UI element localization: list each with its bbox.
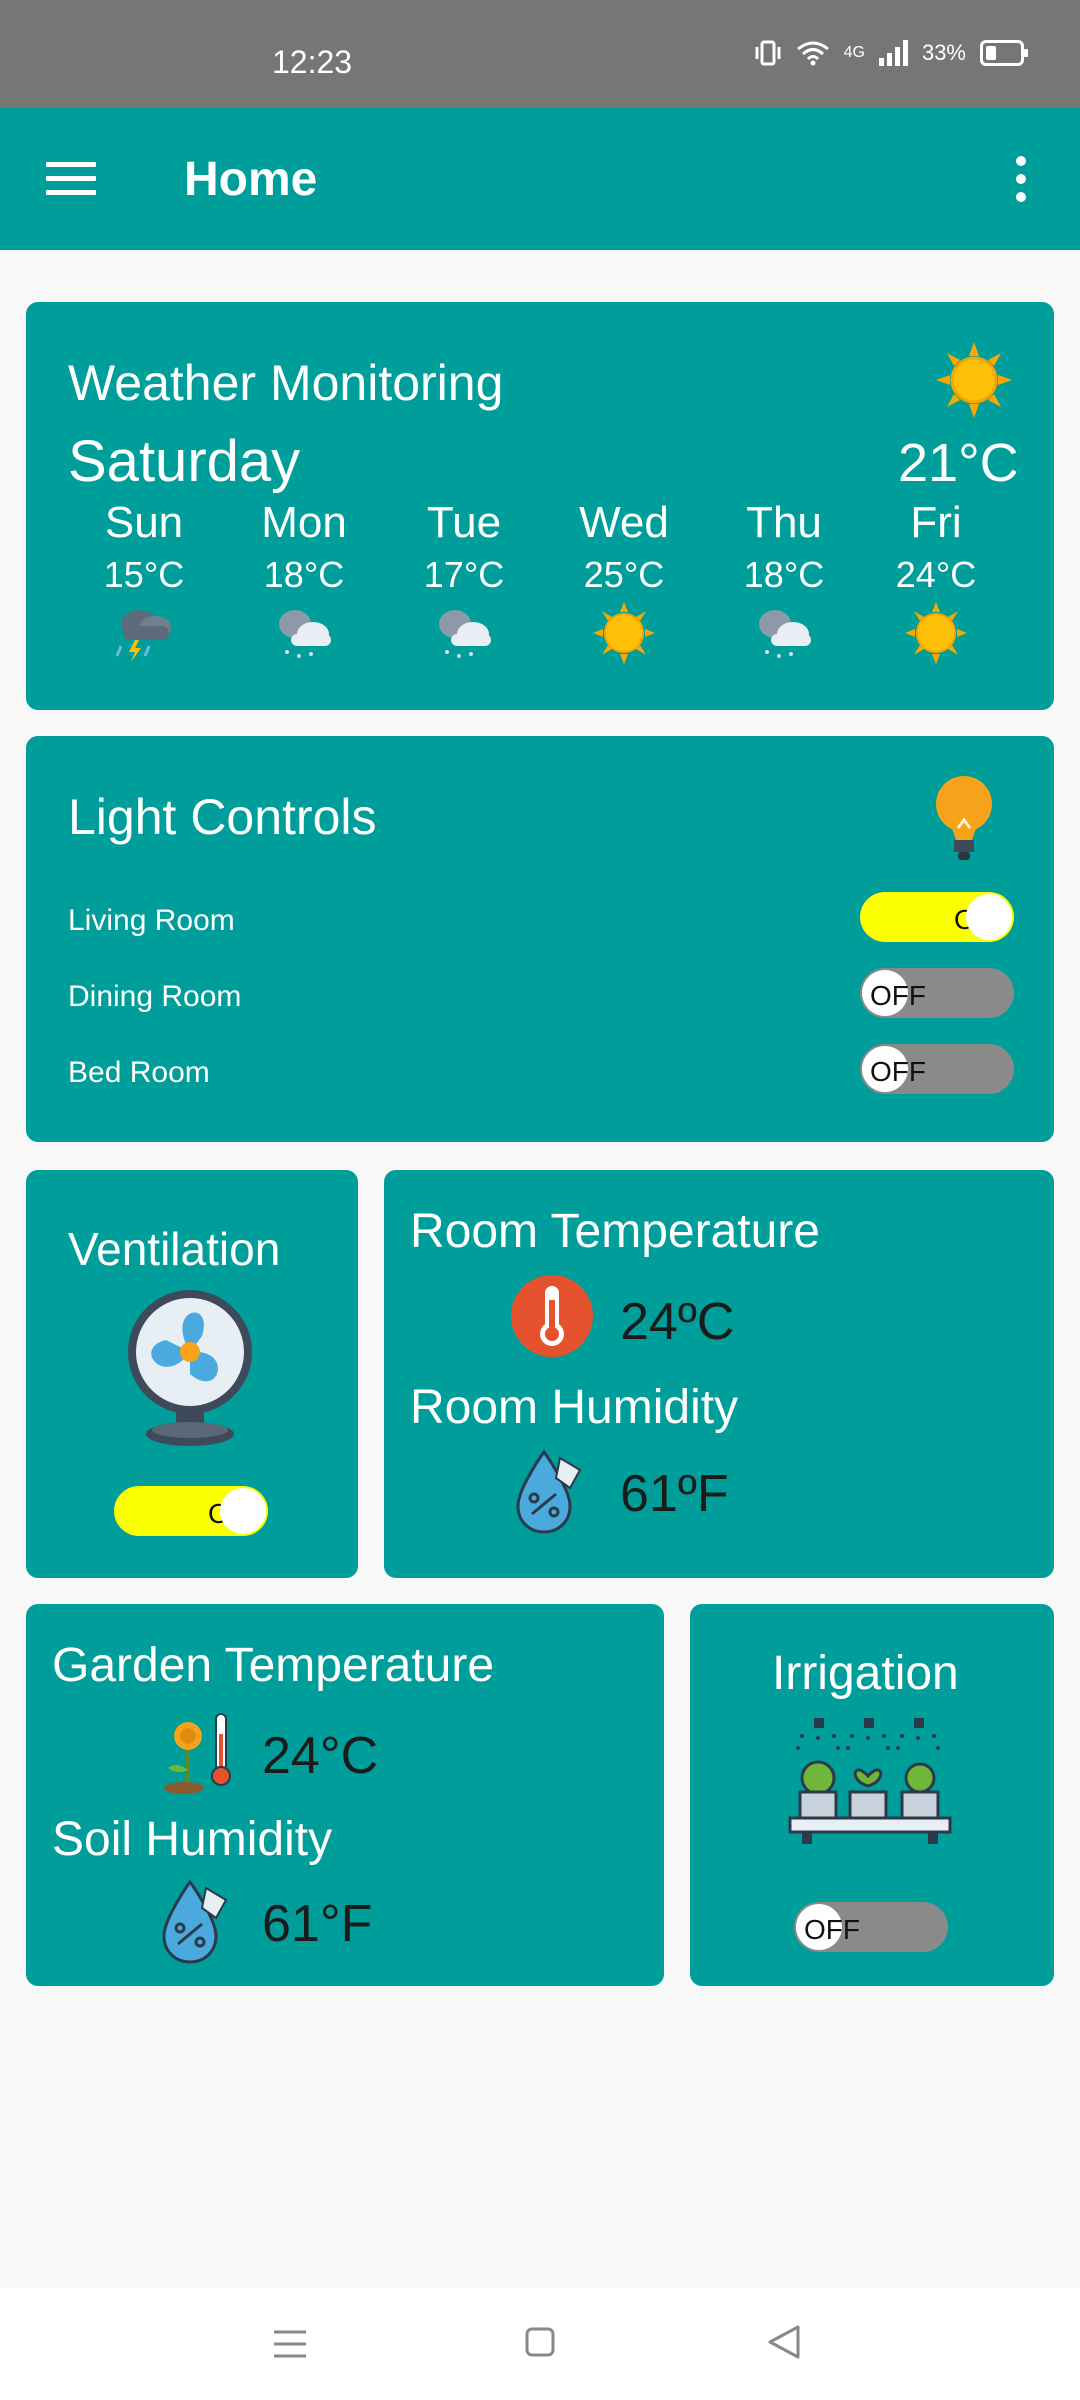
forecast-day: Wed 25°C [564,498,684,669]
irrigation-toggle[interactable]: OFF [794,1902,948,1952]
ventilation-title: Ventilation [68,1223,281,1275]
garden-temperature-title: Garden Temperature [52,1639,495,1692]
garden-temperature-value: 24°C [262,1727,379,1785]
vibrate-icon [755,40,781,66]
recent-apps-icon[interactable] [272,2328,308,2360]
fan-icon [128,1290,252,1446]
home-icon[interactable] [524,2326,556,2358]
humidity-drop-icon [162,1879,228,1964]
ventilation-toggle[interactable]: ON [114,1486,268,1536]
room-temperature-title: Room Temperature [410,1205,820,1258]
room-temperature-value: 24ºC [620,1293,735,1351]
page-title: Home [184,153,318,206]
cloudy-rain-icon [279,610,331,658]
wifi-icon [796,41,829,66]
sun-icon [593,602,655,664]
forecast-day: Mon 18°C [244,498,364,669]
soil-humidity-value: 61°F [262,1895,373,1953]
cloudy-rain-icon [759,610,811,658]
forecast-day: Fri 24°C [876,498,996,669]
humidity-drop-icon [516,1449,582,1534]
irrigation-card: Irrigation OFF [690,1604,1054,1986]
forecast-day: Sun 15°C [84,498,204,669]
current-temperature: 21°C [898,433,1019,493]
weather-today: Saturday [68,429,301,494]
app-bar: Home [0,108,1080,250]
signal-icon [878,40,908,66]
soil-humidity-title: Soil Humidity [52,1813,333,1866]
status-bar: 12:23 4G 33% [0,0,1080,108]
weather-title: Weather Monitoring [68,355,504,411]
menu-icon[interactable] [46,162,96,196]
ventilation-card: Ventilation ON [26,1170,358,1578]
garden-climate-card: Garden Temperature 24°C Soil Humidity 61… [26,1604,664,1986]
room-climate-card: Room Temperature 24ºC Room Humidity 61ºF [384,1170,1054,1578]
forecast-day: Thu 18°C [724,498,844,669]
living-room-light-toggle[interactable]: ON [860,892,1014,942]
light-controls-title: Light Controls [68,789,377,845]
cloudy-rain-icon [439,610,491,658]
bed-room-light-toggle[interactable]: OFF [860,1044,1014,1094]
irrigation-title: Irrigation [772,1647,959,1700]
sun-icon [936,342,1012,418]
sun-icon [905,602,967,664]
back-icon[interactable] [766,2324,802,2360]
network-type: 4G [843,44,865,61]
light-controls-card: Light Controls Living Room ON Dining Roo… [26,736,1054,1142]
status-icons: 4G 33% [754,40,1028,66]
irrigation-icon [788,1718,952,1844]
dining-room-light-toggle[interactable]: OFF [860,968,1014,1018]
status-time: 12:23 [272,44,353,80]
room-humidity-title: Room Humidity [410,1381,739,1434]
more-options-icon[interactable] [1016,156,1028,210]
room-label-dining: Dining Room [68,980,242,1013]
thunderstorm-icon [115,610,171,662]
light-bulb-icon [936,776,992,860]
battery-percent: 33% [921,40,966,65]
system-nav-bar [0,2288,1080,2400]
room-humidity-value: 61ºF [620,1465,729,1523]
thermometer-icon [511,1275,593,1357]
room-label-bed: Bed Room [68,1056,210,1089]
weather-card: Weather Monitoring Saturday 21°C Sun 15°C… [26,302,1054,710]
battery-icon [980,40,1028,66]
garden-thermometer-icon [164,1713,231,1794]
room-label-living: Living Room [68,904,235,937]
forecast-day: Tue 17°C [404,498,524,669]
